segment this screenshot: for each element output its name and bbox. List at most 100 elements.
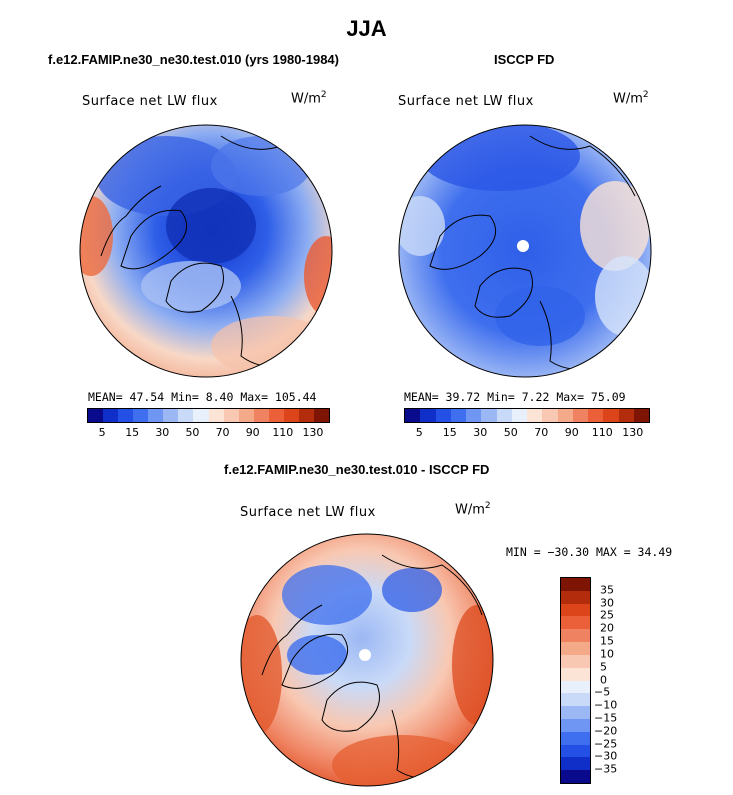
colorbar-swatch xyxy=(561,603,590,617)
colorbar-label: −30 xyxy=(594,749,618,763)
colorbar-swatch xyxy=(561,731,590,745)
colorbar-swatch xyxy=(88,409,104,422)
colorbar-swatch xyxy=(561,693,590,707)
panel-1-units: W/m2 xyxy=(291,90,327,107)
diff-colorbar xyxy=(560,577,591,784)
colorbar-swatch xyxy=(435,409,451,422)
colorbar-label: 110 xyxy=(591,426,613,439)
colorbar-label: −35 xyxy=(594,762,618,776)
colorbar-label: −15 xyxy=(594,711,618,725)
colorbar-swatch xyxy=(572,409,588,422)
colorbar-swatch xyxy=(450,409,466,422)
colorbar-label: 15 xyxy=(442,426,457,439)
panel-1-polar-map xyxy=(79,124,333,378)
colorbar-swatch xyxy=(313,409,329,422)
colorbar-swatch xyxy=(193,409,209,422)
diff-plot-title: Surface net LW flux xyxy=(240,505,376,520)
colorbar-swatch xyxy=(561,642,590,655)
colorbar-label: 35 xyxy=(600,583,614,597)
colorbar-swatch xyxy=(298,409,314,422)
colorbar-swatch xyxy=(283,409,299,422)
main-title: JJA xyxy=(346,16,387,41)
colorbar-label: 50 xyxy=(185,426,200,439)
colorbar-swatch xyxy=(561,757,590,771)
colorbar-swatch xyxy=(268,409,284,422)
colorbar-swatch xyxy=(511,409,527,422)
colorbar-label: 15 xyxy=(125,426,140,439)
colorbar-swatch xyxy=(118,409,134,422)
colorbar-label: −10 xyxy=(594,698,618,712)
colorbar-swatch xyxy=(561,744,590,758)
diff-panel-title: f.e12.FAMIP.ne30_ne30.test.010 - ISCCP F… xyxy=(224,462,490,477)
colorbar-swatch xyxy=(561,770,590,783)
diff-polar-map xyxy=(240,533,494,787)
colorbar-label: 5 xyxy=(600,660,607,674)
colorbar-label: 130 xyxy=(302,426,324,439)
colorbar-label: 30 xyxy=(155,426,170,439)
colorbar-swatch xyxy=(561,654,590,668)
colorbar-label: 20 xyxy=(600,621,614,635)
colorbar-swatch xyxy=(163,409,179,422)
diff-stats: MIN = −30.30 MAX = 34.49 xyxy=(506,545,673,559)
colorbar-swatch xyxy=(618,409,634,422)
colorbar-label: 70 xyxy=(215,426,230,439)
colorbar-label: 30 xyxy=(473,426,488,439)
colorbar-swatch xyxy=(557,409,573,422)
colorbar-swatch xyxy=(588,409,604,422)
panel-1-stats: MEAN= 47.54 Min= 8.40 Max= 105.44 xyxy=(88,390,317,404)
colorbar-swatch xyxy=(561,616,590,630)
colorbar-label: 70 xyxy=(534,426,549,439)
colorbar-label: −5 xyxy=(594,685,611,699)
colorbar-swatch xyxy=(103,409,119,422)
colorbar-label: 25 xyxy=(600,608,614,622)
panel-1-title: f.e12.FAMIP.ne30_ne30.test.010 (yrs 1980… xyxy=(48,52,339,67)
colorbar-swatch xyxy=(420,409,436,422)
colorbar-swatch xyxy=(496,409,512,422)
colorbar-swatch xyxy=(238,409,254,422)
panel-2-units: W/m2 xyxy=(613,90,649,107)
colorbar-swatch xyxy=(208,409,224,422)
colorbar-swatch xyxy=(133,409,149,422)
colorbar-swatch xyxy=(542,409,558,422)
colorbar-swatch xyxy=(561,718,590,732)
colorbar-swatch xyxy=(603,409,619,422)
colorbar-label: 90 xyxy=(245,426,260,439)
colorbar-label: 5 xyxy=(415,426,423,439)
colorbar-swatch xyxy=(148,409,164,422)
diff-units: W/m2 xyxy=(455,501,491,518)
colorbar-label: 15 xyxy=(600,634,614,648)
colorbar-label: 130 xyxy=(622,426,644,439)
colorbar-swatch xyxy=(561,590,590,604)
colorbar-swatch xyxy=(561,706,590,719)
colorbar-swatch xyxy=(561,680,590,694)
colorbar-swatch xyxy=(405,409,421,422)
colorbar-swatch xyxy=(561,629,590,643)
colorbar-label: 110 xyxy=(272,426,294,439)
colorbar-swatch xyxy=(223,409,239,422)
panel-1-plot-title: Surface net LW flux xyxy=(82,94,218,109)
panel-2-colorbar xyxy=(404,408,650,423)
colorbar-swatch xyxy=(527,409,543,422)
colorbar-label: 50 xyxy=(503,426,518,439)
panel-2-stats: MEAN= 39.72 Min= 7.22 Max= 75.09 xyxy=(404,390,626,404)
colorbar-label: 30 xyxy=(600,596,614,610)
colorbar-label: 10 xyxy=(600,647,614,661)
diff-colorbar-labels: 35 30 25 20 15 10 5 0 −5 −10 −15 −20 −25 −30 −35 xyxy=(594,577,634,782)
panel-2-colorbar-labels: 5 15 30 50 70 90 110 130 xyxy=(404,426,648,440)
colorbar-swatch xyxy=(561,667,590,681)
colorbar-swatch xyxy=(466,409,482,422)
colorbar-swatch xyxy=(561,578,590,591)
panel-1-colorbar-labels: 5 15 30 50 70 90 110 130 xyxy=(87,426,328,440)
colorbar-swatch xyxy=(253,409,269,422)
panel-2-polar-map xyxy=(398,124,652,378)
colorbar-label: 0 xyxy=(600,673,607,686)
colorbar-swatch xyxy=(178,409,194,422)
colorbar-label: 5 xyxy=(98,426,106,439)
panel-1-colorbar xyxy=(87,408,330,423)
panel-2-plot-title: Surface net LW flux xyxy=(398,94,534,109)
colorbar-swatch xyxy=(481,409,497,422)
colorbar-label: −25 xyxy=(594,737,618,751)
panel-2-title: ISCCP FD xyxy=(494,52,555,67)
colorbar-label: 90 xyxy=(564,426,579,439)
colorbar-label: −20 xyxy=(594,724,618,738)
